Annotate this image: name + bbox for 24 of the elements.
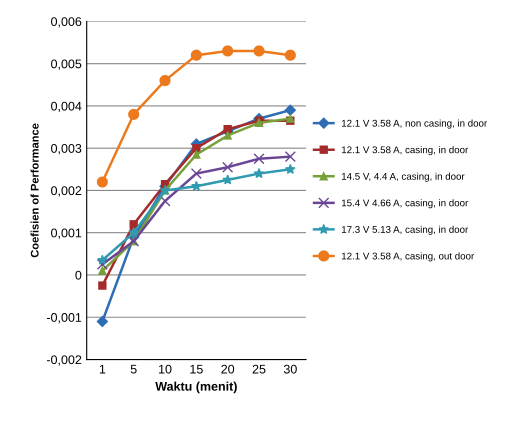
legend-label: 12.1 V 3.58 A, casing, in door (342, 146, 468, 156)
y-tick-label: 0,005 (51, 59, 82, 70)
x-axis-title: Waktu (menit) (155, 382, 237, 394)
x-tick-label: 25 (252, 364, 266, 374)
y-tick-label: -0,001 (46, 313, 82, 324)
legend-label: 14.5 V, 4.4 A, casing, in door (342, 172, 465, 182)
y-tick-label: -0,002 (46, 355, 82, 366)
y-axis-title: Coefisien of Performance (30, 124, 39, 258)
legend-label: 17.3 V 5.13 A, casing, in door (342, 226, 468, 235)
y-tick-label: 0 (75, 270, 82, 280)
x-tick-label: 10 (159, 364, 172, 374)
y-tick-label: 0,006 (51, 17, 82, 28)
y-tick-label: 0,001 (51, 228, 82, 239)
x-tick-label: 5 (130, 364, 137, 374)
legend-label: 15.4 V 4.66 A, casing, in door (342, 199, 468, 208)
y-tick-label: 0,003 (51, 144, 82, 154)
x-tick-label: 30 (284, 364, 297, 374)
x-tick-label: 20 (221, 364, 234, 374)
legend-label: 12.1 V 3.58 A, non casing, in door (342, 120, 488, 129)
x-tick-label: 15 (190, 364, 203, 374)
legend-label: 12.1 V 3.58 A, casing, out door (342, 252, 474, 262)
x-tick-label: 1 (100, 364, 106, 374)
y-tick-label: 0,002 (51, 186, 82, 197)
y-tick-label: 0,004 (51, 102, 82, 112)
